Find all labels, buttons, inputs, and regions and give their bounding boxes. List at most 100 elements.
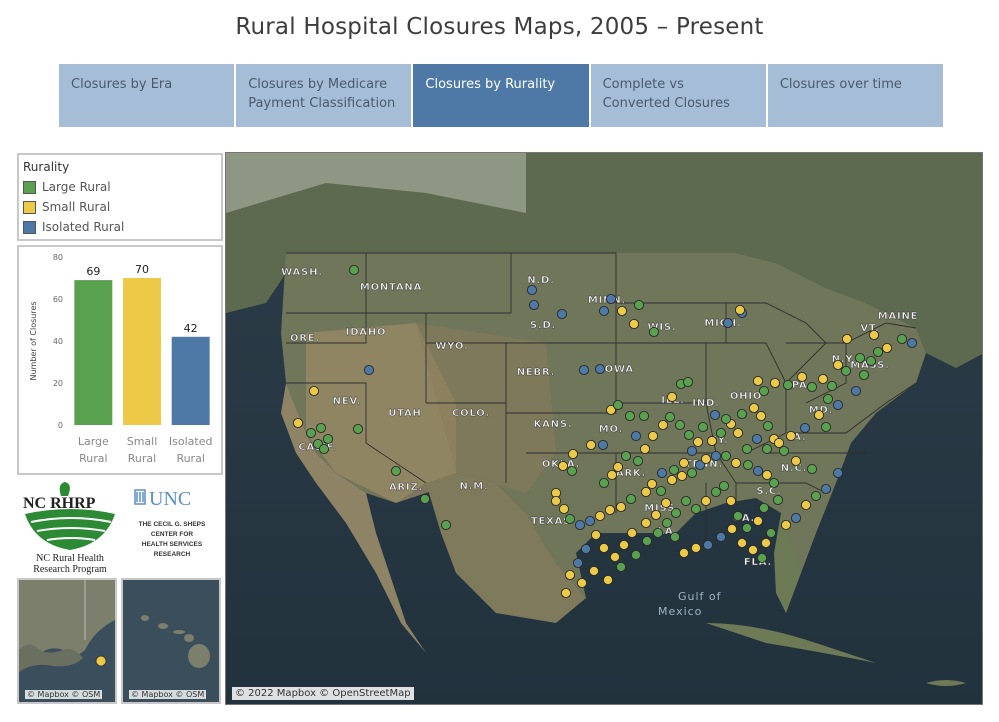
- closure-marker[interactable]: [440, 519, 452, 531]
- closure-marker[interactable]: [419, 493, 431, 505]
- closure-marker[interactable]: [352, 423, 364, 435]
- closure-marker[interactable]: [604, 504, 616, 516]
- closure-marker[interactable]: [832, 467, 844, 479]
- closure-marker[interactable]: [700, 453, 712, 465]
- closure-marker[interactable]: [618, 539, 630, 551]
- closure-marker[interactable]: [528, 299, 540, 311]
- closure-marker[interactable]: [656, 467, 668, 479]
- tab-closures-by-medicare[interactable]: Closures by Medicare Payment Classificat…: [236, 64, 412, 127]
- closure-marker[interactable]: [741, 443, 753, 455]
- closure-marker[interactable]: [632, 455, 644, 467]
- us-closures-map[interactable]: WASH.MONTANAN.D.MINN.MAINEORE.IDAHOS.D.W…: [225, 152, 983, 705]
- closure-marker[interactable]: [813, 409, 825, 421]
- closure-marker[interactable]: [683, 429, 695, 441]
- bar[interactable]: [74, 280, 113, 425]
- closure-marker[interactable]: [557, 460, 569, 472]
- closure-marker[interactable]: [715, 427, 727, 439]
- closure-marker[interactable]: [567, 448, 579, 460]
- closure-marker[interactable]: [609, 551, 621, 563]
- closure-marker[interactable]: [640, 486, 652, 498]
- closure-marker[interactable]: [756, 552, 768, 564]
- closure-marker[interactable]: [832, 399, 844, 411]
- closure-marker[interactable]: [676, 470, 688, 482]
- closure-marker[interactable]: [732, 510, 744, 522]
- map-credit[interactable]: © 2022 Mapbox © OpenStreetMap: [232, 687, 414, 700]
- closure-marker[interactable]: [720, 450, 732, 462]
- closure-marker[interactable]: [826, 380, 838, 392]
- closure-marker[interactable]: [363, 364, 375, 376]
- closure-marker[interactable]: [648, 326, 660, 338]
- legend-item-small-rural[interactable]: Small Rural: [23, 197, 217, 217]
- closure-marker[interactable]: [700, 495, 712, 507]
- closure-marker[interactable]: [641, 535, 653, 547]
- closure-marker[interactable]: [594, 363, 606, 375]
- closure-marker[interactable]: [822, 393, 834, 405]
- closure-marker[interactable]: [669, 531, 681, 543]
- closure-marker[interactable]: [832, 359, 844, 371]
- closure-marker[interactable]: [576, 577, 588, 589]
- closure-marker[interactable]: [726, 523, 738, 535]
- alaska-inset-map[interactable]: © Mapbox © OSM: [17, 578, 117, 704]
- closure-marker[interactable]: [666, 391, 678, 403]
- closure-marker[interactable]: [736, 537, 748, 549]
- closure-marker[interactable]: [615, 561, 627, 573]
- closure-marker[interactable]: [657, 419, 669, 431]
- closure-marker[interactable]: [741, 522, 753, 534]
- legend-item-large-rural[interactable]: Large Rural: [23, 177, 217, 197]
- closure-marker[interactable]: [678, 457, 690, 469]
- closure-marker[interactable]: [747, 544, 759, 556]
- closure-marker[interactable]: [758, 502, 770, 514]
- closure-marker[interactable]: [796, 371, 808, 383]
- closure-marker[interactable]: [806, 463, 818, 475]
- closure-marker[interactable]: [647, 430, 659, 442]
- closure-marker[interactable]: [615, 501, 627, 513]
- closure-marker[interactable]: [758, 385, 770, 397]
- closure-marker[interactable]: [652, 527, 664, 539]
- closure-marker[interactable]: [850, 385, 862, 397]
- closure-marker[interactable]: [630, 549, 642, 561]
- closure-marker[interactable]: [620, 450, 632, 462]
- tab-closures-over-time[interactable]: Closures over time: [767, 64, 944, 127]
- closure-marker[interactable]: [896, 333, 908, 345]
- closure-marker[interactable]: [785, 430, 797, 442]
- closure-marker[interactable]: [872, 346, 884, 358]
- closure-marker[interactable]: [560, 587, 572, 599]
- closure-marker[interactable]: [906, 337, 918, 349]
- closure-marker[interactable]: [790, 512, 802, 524]
- closure-marker[interactable]: [588, 565, 600, 577]
- closure-marker[interactable]: [624, 410, 636, 422]
- closure-marker[interactable]: [817, 373, 829, 385]
- tab-closures-by-rurality[interactable]: Closures by Rurality: [413, 64, 589, 127]
- closure-marker[interactable]: [800, 499, 812, 511]
- closure-marker[interactable]: [782, 379, 794, 391]
- closure-marker[interactable]: [820, 421, 832, 433]
- closure-marker[interactable]: [748, 402, 760, 414]
- closure-marker[interactable]: [881, 342, 893, 354]
- closure-marker[interactable]: [772, 494, 784, 506]
- closure-marker[interactable]: [752, 515, 764, 527]
- closure-marker[interactable]: [564, 513, 576, 525]
- tab-complete-vs-converted[interactable]: Complete vs Converted Closures: [590, 64, 766, 127]
- closure-marker[interactable]: [730, 457, 742, 469]
- closure-marker[interactable]: [612, 461, 624, 473]
- closure-marker[interactable]: [734, 304, 746, 316]
- closure-marker[interactable]: [580, 543, 592, 555]
- closure-marker[interactable]: [322, 433, 334, 445]
- alaska-map-credit[interactable]: © Mapbox © OSM: [25, 690, 103, 699]
- closure-marker[interactable]: [732, 427, 744, 439]
- hawaii-inset-map[interactable]: © Mapbox © OSM: [121, 578, 221, 704]
- closure-marker[interactable]: [638, 410, 650, 422]
- closure-marker[interactable]: [572, 557, 584, 569]
- closure-marker[interactable]: [348, 264, 360, 276]
- closure-marker[interactable]: [761, 469, 773, 481]
- closure-marker[interactable]: [820, 483, 832, 495]
- closure-marker[interactable]: [752, 465, 764, 477]
- tab-closures-by-era[interactable]: Closures by Era: [59, 64, 235, 127]
- closure-marker[interactable]: [598, 305, 610, 317]
- closure-marker[interactable]: [556, 308, 568, 320]
- closure-marker[interactable]: [605, 293, 617, 305]
- closure-marker[interactable]: [840, 365, 852, 377]
- closure-marker[interactable]: [625, 493, 637, 505]
- closure-marker[interactable]: [790, 455, 802, 467]
- closure-marker[interactable]: [697, 421, 709, 433]
